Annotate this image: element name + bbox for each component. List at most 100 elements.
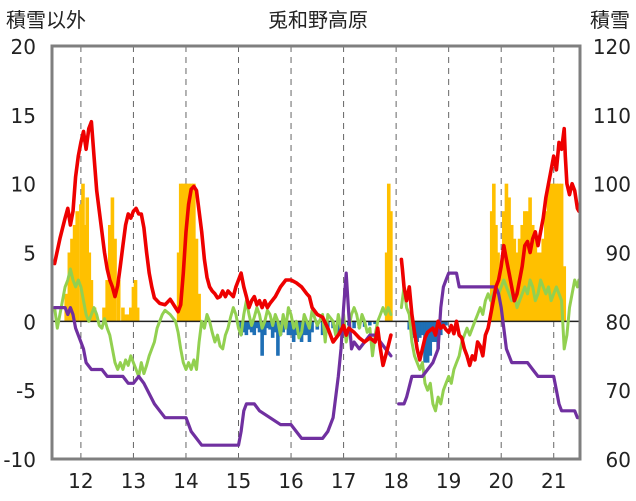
blue-bar-39 bbox=[368, 321, 372, 326]
y-right-tick-6: 60 bbox=[606, 448, 631, 472]
blue-bar-27 bbox=[310, 321, 314, 333]
x-tick-16: 16 bbox=[278, 469, 303, 493]
blue-bar-9 bbox=[262, 321, 267, 336]
blue-bar-12 bbox=[270, 321, 275, 338]
red-line-segment-1 bbox=[399, 126, 581, 368]
plot-frame bbox=[50, 44, 582, 461]
blue-bar-7 bbox=[257, 321, 262, 333]
orange-bar-23 bbox=[129, 307, 133, 322]
orange-bar-15 bbox=[105, 280, 109, 322]
header: 積雪以外 兎和野高原 積雪 bbox=[6, 8, 630, 32]
x-tick-17: 17 bbox=[331, 469, 356, 493]
orange-bar-54 bbox=[525, 211, 530, 322]
blue-bar-16 bbox=[281, 321, 285, 333]
orange-bar-60 bbox=[541, 238, 546, 322]
blue-bar-48 bbox=[425, 321, 430, 363]
blue-bar-46 bbox=[420, 321, 425, 336]
orange-bar-18 bbox=[113, 238, 117, 322]
blue-bar-8 bbox=[260, 321, 264, 356]
orange-bar-44 bbox=[499, 266, 503, 322]
orange-bar-68 bbox=[562, 266, 567, 322]
orange-bar-45 bbox=[502, 211, 506, 322]
orange-bar-17 bbox=[110, 197, 115, 322]
blue-bar-24 bbox=[302, 321, 306, 336]
y-left-tick-1: 15 bbox=[11, 104, 36, 128]
blue-bar-25 bbox=[305, 321, 309, 336]
orange-bar-37 bbox=[384, 252, 389, 322]
orange-bar-56 bbox=[530, 224, 535, 322]
blue-bar-19 bbox=[289, 321, 293, 336]
orange-bar-11 bbox=[92, 307, 97, 322]
orange-bar-43 bbox=[496, 252, 500, 322]
blue-bar-2 bbox=[244, 321, 249, 336]
orange-bar-29 bbox=[178, 183, 183, 322]
orange-bar-53 bbox=[523, 211, 527, 322]
y-left-tick-3: 5 bbox=[23, 242, 36, 266]
blue-bar-44 bbox=[415, 321, 419, 342]
blue-bar-13 bbox=[273, 321, 278, 333]
y-right-tick-1: 110 bbox=[593, 104, 631, 128]
green-line-segment-1 bbox=[399, 278, 581, 413]
blue-bar-36 bbox=[352, 321, 356, 329]
y-right-tick-0: 120 bbox=[593, 35, 631, 59]
red-line-segment-0 bbox=[52, 119, 393, 368]
orange-bar-40 bbox=[489, 211, 494, 322]
orange-bar-36 bbox=[197, 293, 201, 322]
orange-bar-20 bbox=[121, 307, 125, 322]
blue-bar-6 bbox=[255, 321, 259, 329]
orange-bar-6 bbox=[81, 183, 85, 322]
green-line-segment-0 bbox=[53, 267, 393, 378]
orange-bar-38 bbox=[386, 183, 391, 322]
y-axis-left-ticks: 20 15 10 5 0 -5 -10 bbox=[3, 35, 36, 472]
orange-bar-25 bbox=[133, 280, 138, 322]
blue-bar-40 bbox=[373, 321, 377, 325]
gridlines bbox=[80, 46, 555, 459]
x-tick-19: 19 bbox=[436, 469, 461, 493]
orange-bar-32 bbox=[186, 183, 191, 322]
blue-bar-14 bbox=[276, 321, 280, 356]
blue-bar-26 bbox=[307, 321, 312, 342]
orange-bar-39 bbox=[389, 211, 393, 322]
x-tick-15: 15 bbox=[226, 469, 251, 493]
orange-bar-49 bbox=[512, 238, 517, 322]
y-axis-left-label: 積雪以外 bbox=[6, 8, 86, 32]
x-axis-ticks: 12 13 14 15 16 17 18 19 20 21 bbox=[68, 469, 566, 493]
orange-bar-3 bbox=[72, 224, 77, 322]
orange-bar-22 bbox=[126, 314, 130, 322]
blue-bar-22 bbox=[297, 321, 301, 336]
orange-bar-1 bbox=[67, 252, 72, 322]
orange-bar-5 bbox=[79, 204, 83, 322]
blue-bar-45 bbox=[417, 321, 422, 338]
orange-bar-28 bbox=[176, 252, 181, 322]
orange-bar-7 bbox=[83, 224, 87, 322]
x-tick-18: 18 bbox=[383, 469, 408, 493]
x-tick-12: 12 bbox=[68, 469, 93, 493]
y-axis-right-ticks: 120 110 100 90 80 70 60 bbox=[593, 35, 631, 472]
blue-bar-10 bbox=[265, 321, 270, 329]
orange-bar-66 bbox=[557, 183, 561, 322]
orange-bar-62 bbox=[546, 183, 551, 322]
y-left-tick-5: -5 bbox=[16, 379, 36, 403]
blue-bar-33 bbox=[336, 321, 341, 336]
orange-bar-65 bbox=[554, 183, 559, 322]
y-right-tick-5: 70 bbox=[606, 379, 631, 403]
y-left-tick-4: 0 bbox=[23, 310, 36, 334]
orange-bar-61 bbox=[544, 211, 548, 322]
blue-bar-20 bbox=[291, 321, 296, 342]
purple-line-segment-0 bbox=[52, 271, 393, 447]
y-right-tick-2: 100 bbox=[593, 173, 631, 197]
x-tick-14: 14 bbox=[173, 469, 198, 493]
orange-bar-41 bbox=[492, 183, 496, 322]
blue-bar-18 bbox=[286, 321, 291, 336]
orange-bar-35 bbox=[194, 238, 199, 322]
orange-bar-21 bbox=[123, 314, 128, 322]
blue-bar-11 bbox=[268, 321, 272, 330]
x-tick-13: 13 bbox=[121, 469, 146, 493]
orange-bar-10 bbox=[89, 280, 94, 322]
orange-bar-63 bbox=[549, 183, 553, 322]
orange-bar-4 bbox=[75, 211, 80, 322]
orange-bar-24 bbox=[131, 286, 136, 322]
y-left-tick-0: 20 bbox=[11, 35, 36, 59]
x-tick-21: 21 bbox=[541, 469, 566, 493]
orange-bar-55 bbox=[528, 197, 532, 322]
